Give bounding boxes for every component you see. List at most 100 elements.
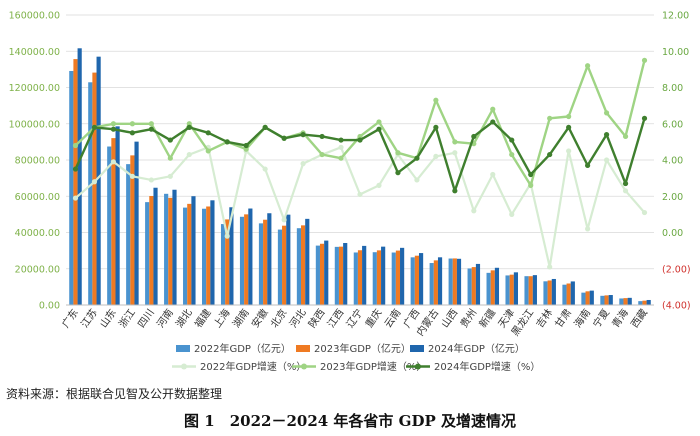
bar-2024 [210, 200, 215, 305]
bar-2024 [229, 207, 234, 305]
category-label: 江西 [325, 307, 346, 330]
bar-2024 [96, 56, 101, 305]
growth-point-2024 [376, 126, 382, 132]
growth-point-2024 [148, 126, 154, 132]
bar-2024 [513, 272, 519, 305]
y-right-tick-label: 8.00 [662, 83, 683, 94]
legend-label: 2024年GDP（亿元） [428, 342, 525, 355]
bar-2024 [570, 281, 575, 305]
bar-2022 [145, 202, 150, 305]
bar-2023 [206, 206, 211, 305]
category-label: 安徽 [248, 306, 270, 330]
bar-2022 [107, 146, 112, 305]
bar-2022 [505, 275, 510, 305]
growth-point-2024 [471, 133, 477, 140]
bar-2024 [646, 299, 651, 305]
growth-point-2024 [300, 132, 306, 138]
category-label: 青海 [609, 306, 631, 330]
y-left-tick-label: 20000.00 [15, 264, 60, 275]
bar-2023 [244, 214, 249, 305]
bar-2022 [638, 301, 643, 305]
growth-point-2024 [566, 124, 572, 130]
growth-point-2022 [509, 211, 515, 217]
legend-marker [301, 363, 307, 370]
category-label: 浙江 [117, 307, 138, 330]
bar-2022 [258, 223, 264, 305]
growth-point-2024 [433, 124, 439, 130]
growth-point-2024 [224, 139, 230, 145]
growth-point-2023 [186, 121, 192, 127]
bar-2024 [172, 189, 177, 305]
growth-point-2024 [452, 188, 458, 194]
growth-point-2022 [641, 209, 648, 216]
bar-2023 [547, 280, 552, 305]
bar-2024 [627, 297, 632, 305]
legend-label: 2022年GDP增速（%） [200, 360, 306, 373]
y-left-tick-label: 80000.00 [15, 156, 60, 167]
growth-point-2022 [585, 226, 591, 232]
bar-2024 [494, 267, 500, 305]
growth-point-2023 [167, 155, 173, 161]
y-right-tick-label: 12.00 [662, 11, 689, 22]
bar-2022 [486, 272, 491, 305]
growth-point-2022 [91, 179, 98, 185]
bar-2023 [509, 274, 514, 305]
bar-2023 [528, 276, 533, 305]
bar-2022 [543, 281, 548, 305]
growth-point-2023 [566, 113, 572, 120]
legend-label: 2023年GDP增速（%） [320, 360, 426, 373]
bar-2024 [551, 278, 556, 305]
bar-2024 [532, 275, 537, 305]
bar-2024 [305, 218, 310, 305]
growth-point-2023 [376, 119, 382, 125]
bar-2023 [357, 250, 363, 305]
growth-point-2022 [167, 173, 173, 179]
bar-2022 [315, 245, 320, 305]
growth-point-2023 [395, 150, 401, 156]
growth-point-2023 [148, 121, 154, 127]
growth-point-2024 [603, 132, 610, 138]
y-left-tick-label: 140000.00 [9, 47, 60, 58]
growth-point-2024 [186, 124, 192, 130]
growth-point-2023 [433, 97, 439, 103]
growth-point-2023 [357, 133, 363, 140]
growth-point-2023 [585, 63, 591, 69]
bar-2022 [467, 268, 472, 305]
growth-point-2023 [205, 148, 211, 154]
growth-point-2023 [622, 133, 629, 140]
legend-swatch [176, 345, 190, 352]
growth-point-2022 [148, 177, 154, 183]
growth-point-2024 [167, 137, 173, 143]
growth-point-2022 [471, 208, 477, 214]
category-label: 福建 [192, 306, 214, 330]
growth-point-2024 [262, 124, 268, 130]
bar-2023 [395, 250, 401, 305]
growth-point-2024 [205, 130, 211, 136]
category-label: 河北 [287, 307, 308, 330]
growth-point-2022 [452, 150, 458, 156]
bar-2023 [338, 246, 344, 305]
y-right-tick-label: (4.00) [662, 301, 691, 312]
growth-point-2024 [319, 133, 325, 140]
y-left-tick-label: 40000.00 [15, 228, 60, 239]
y-left-tick-label: 160000.00 [9, 11, 60, 22]
bar-2022 [183, 207, 188, 305]
bar-2022 [239, 216, 245, 305]
category-label: 江苏 [78, 306, 100, 330]
growth-point-2022 [110, 159, 117, 165]
growth-point-2023 [641, 57, 648, 63]
growth-point-2022 [262, 166, 268, 172]
bar-2022 [201, 208, 207, 305]
category-label: 吉林 [533, 306, 555, 330]
category-label: 上海 [211, 306, 233, 330]
bar-2024 [437, 257, 443, 305]
bar-2023 [414, 255, 419, 305]
bar-2024 [191, 196, 196, 305]
y-right-tick-label: 6.00 [662, 119, 683, 130]
category-label: 重庆 [362, 306, 384, 330]
y-left-tick-label: 120000.00 [9, 83, 60, 94]
bar-2022 [524, 276, 529, 305]
bar-2024 [134, 141, 139, 305]
growth-point-2023 [452, 139, 458, 145]
